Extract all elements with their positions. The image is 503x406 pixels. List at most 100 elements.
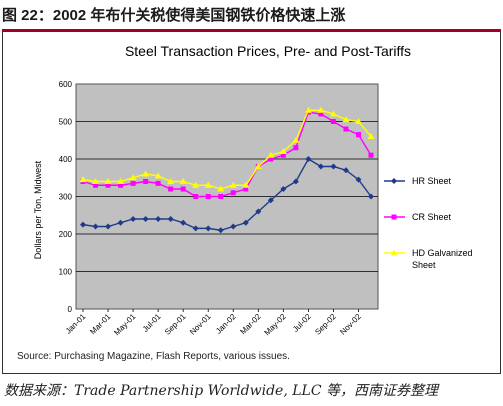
y-tick-labels: 0 100 200 300 400 500 600	[59, 80, 73, 314]
data-point-hr-sheet	[267, 197, 274, 204]
x-tick-labels: Jan-01 Mar-01 May-01 Jul-01 Sep-01 Nov-01 Jan-…	[64, 309, 363, 338]
y-tick-label: 300	[59, 193, 73, 202]
legend-swatch-marker	[391, 214, 397, 220]
legend-label: HD Galvanized	[412, 248, 473, 258]
data-point-cr-sheet	[330, 119, 336, 124]
data-point-cr-sheet	[155, 180, 161, 186]
series-hr-sheet	[80, 156, 374, 234]
data-point-hd-galvanized-sheet	[92, 178, 100, 184]
x-tick-label: Mar-02	[238, 312, 263, 337]
data-point-hd-galvanized-sheet	[204, 181, 212, 188]
data-point-cr-sheet	[143, 179, 149, 184]
chart-title: Steel Transaction Prices, Pre- and Post-…	[125, 43, 411, 59]
x-tick-label: Jul-01	[141, 312, 163, 334]
data-point-cr-sheet	[318, 111, 324, 117]
data-point-hd-galvanized-sheet	[79, 176, 87, 183]
data-point-hr-sheet	[305, 156, 312, 162]
data-point-hd-galvanized-sheet	[367, 133, 375, 139]
data-point-hr-sheet	[117, 219, 124, 226]
data-point-hd-galvanized-sheet	[104, 178, 112, 184]
data-point-hd-galvanized-sheet	[229, 181, 237, 188]
data-point-hd-galvanized-sheet	[354, 118, 362, 124]
data-point-hr-sheet	[180, 219, 187, 226]
data-point-hr-sheet	[130, 216, 137, 222]
data-point-cr-sheet	[243, 186, 249, 192]
data-point-hd-galvanized-sheet	[329, 110, 337, 117]
y-tick-label: 500	[59, 118, 73, 127]
data-point-hd-galvanized-sheet	[342, 116, 350, 123]
data-point-cr-sheet	[168, 186, 174, 192]
data-point-hd-galvanized-sheet	[279, 148, 287, 154]
data-point-cr-sheet	[268, 156, 274, 162]
legend-item-cr-sheet: CR Sheet	[384, 212, 452, 222]
data-point-cr-sheet	[180, 186, 186, 192]
y-tick-label: 400	[59, 155, 73, 164]
data-point-hr-sheet	[255, 208, 262, 215]
data-point-cr-sheet	[93, 182, 99, 188]
data-point-hd-galvanized-sheet	[142, 170, 150, 177]
footer-source: 数据来源：Trade Partnership Worldwide, LLC 等，…	[4, 383, 438, 399]
y-tick-label: 600	[59, 80, 73, 89]
data-point-cr-sheet	[130, 180, 136, 186]
data-point-hr-sheet	[280, 186, 287, 192]
data-point-hd-galvanized-sheet	[117, 178, 125, 184]
data-point-hd-galvanized-sheet	[129, 174, 137, 181]
data-point-cr-sheet	[193, 194, 199, 199]
data-point-cr-sheet	[355, 132, 361, 138]
legend-label: Sheet	[412, 260, 436, 270]
data-point-hd-galvanized-sheet	[217, 185, 225, 192]
y-tick-label: 0	[68, 305, 73, 314]
legend-label: HR Sheet	[412, 176, 452, 186]
data-point-hr-sheet	[192, 225, 199, 232]
series-layer	[79, 106, 375, 234]
data-point-hr-sheet	[368, 193, 374, 200]
legend-swatch-marker	[391, 178, 397, 184]
data-point-hd-galvanized-sheet	[242, 181, 250, 188]
y-tick-label: 200	[59, 230, 73, 239]
data-point-hr-sheet	[317, 163, 324, 170]
data-point-hr-sheet	[155, 216, 162, 222]
source-note: Source: Purchasing Magazine, Flash Repor…	[17, 351, 290, 362]
data-point-hr-sheet	[292, 178, 299, 185]
data-point-hd-galvanized-sheet	[304, 106, 312, 113]
data-point-cr-sheet	[280, 152, 286, 158]
data-point-hd-galvanized-sheet	[154, 172, 162, 179]
data-point-hr-sheet	[92, 223, 99, 230]
data-point-hr-sheet	[142, 216, 149, 222]
x-tick-label: Sep-02	[313, 312, 338, 337]
x-tick-label: Sep-01	[163, 312, 188, 337]
gridlines	[76, 121, 378, 272]
legend-swatch-marker	[390, 249, 398, 256]
x-tick-label: Jan-02	[214, 312, 238, 336]
x-tick-label: Jul-02	[291, 312, 313, 334]
data-point-cr-sheet	[343, 126, 349, 132]
data-point-hr-sheet	[342, 167, 349, 174]
data-point-hr-sheet	[167, 216, 174, 222]
data-point-hr-sheet	[230, 223, 237, 230]
legend: HR Sheet CR Sheet HD Galvanized Sheet	[384, 176, 473, 270]
data-point-hd-galvanized-sheet	[167, 178, 175, 184]
data-point-cr-sheet	[368, 152, 374, 158]
data-point-cr-sheet	[293, 145, 299, 151]
legend-label: CR Sheet	[412, 212, 452, 222]
data-point-hr-sheet	[330, 163, 337, 170]
data-point-cr-sheet	[118, 182, 124, 188]
data-point-cr-sheet	[218, 194, 224, 199]
data-point-hr-sheet	[355, 176, 362, 183]
chart-svg: Steel Transaction Prices, Pre- and Post-…	[33, 43, 473, 338]
figure-caption: 图 22：2002 年布什关税使得美国钢铁价格快速上涨	[2, 4, 501, 31]
legend-item-hd-galvanized-sheet: HD Galvanized Sheet	[384, 248, 473, 270]
data-point-hr-sheet	[205, 225, 212, 232]
data-point-hd-galvanized-sheet	[317, 106, 325, 113]
chart-panel: Steel Transaction Prices, Pre- and Post-…	[2, 31, 501, 374]
data-point-cr-sheet	[205, 194, 211, 199]
data-point-cr-sheet	[105, 182, 111, 188]
x-tick-label: Mar-01	[88, 312, 113, 337]
y-axis-label: Dollars per Ton, Midwest	[33, 160, 43, 259]
x-tick-label: May-02	[263, 312, 289, 338]
series-hd-galvanized-sheet	[79, 106, 375, 192]
x-tick-label: May-01	[112, 312, 138, 338]
x-tick-label: Nov-02	[338, 312, 363, 337]
data-point-hd-galvanized-sheet	[192, 181, 200, 188]
x-tick-label: Jan-01	[64, 312, 88, 336]
